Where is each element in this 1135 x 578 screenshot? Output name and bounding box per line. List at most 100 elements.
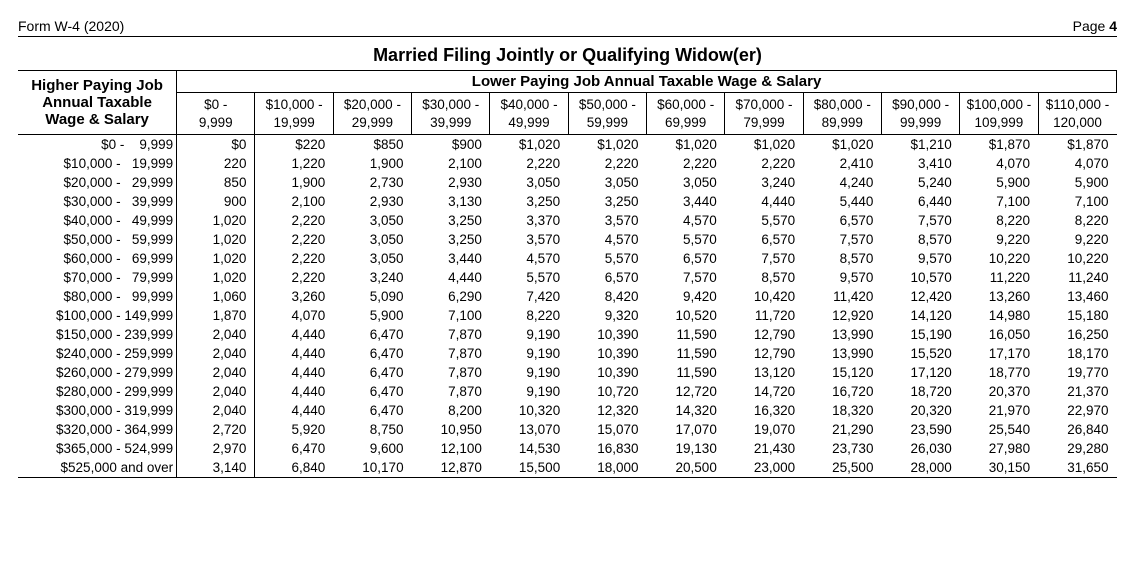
data-cell: 10,720 xyxy=(568,382,646,401)
table-row: $150,000 - 239,9992,0404,4406,4707,8709,… xyxy=(18,325,1117,344)
data-cell: 5,240 xyxy=(881,173,959,192)
data-cell: 1,020 xyxy=(177,268,255,287)
data-cell: 2,220 xyxy=(255,211,333,230)
range-top: $50,000 - xyxy=(579,97,636,112)
data-cell: $900 xyxy=(412,135,490,155)
data-cell: 10,320 xyxy=(490,401,568,420)
column-range: $110,000 -120,000 xyxy=(1038,93,1116,135)
data-cell: 10,950 xyxy=(412,420,490,439)
row-range-label: $525,000 and over xyxy=(18,458,177,478)
data-cell: 10,220 xyxy=(1038,249,1116,268)
data-cell: 14,980 xyxy=(960,306,1038,325)
data-cell: 3,440 xyxy=(412,249,490,268)
data-cell: 28,000 xyxy=(881,458,959,478)
table-row: $40,000 - 49,9991,0202,2203,0503,2503,37… xyxy=(18,211,1117,230)
data-cell: 18,170 xyxy=(1038,344,1116,363)
table-row: $320,000 - 364,9992,7205,9208,75010,9501… xyxy=(18,420,1117,439)
data-cell: 4,440 xyxy=(255,401,333,420)
table-row: $260,000 - 279,9992,0404,4406,4707,8709,… xyxy=(18,363,1117,382)
range-top: $60,000 - xyxy=(657,97,714,112)
data-cell: 2,930 xyxy=(412,173,490,192)
data-cell: 6,570 xyxy=(568,268,646,287)
range-top: $70,000 - xyxy=(735,97,792,112)
column-range: $40,000 -49,999 xyxy=(490,93,568,135)
data-cell: 13,460 xyxy=(1038,287,1116,306)
data-cell: 3,570 xyxy=(568,211,646,230)
data-cell: 7,870 xyxy=(412,382,490,401)
data-cell: $0 xyxy=(177,135,255,155)
data-cell: 4,240 xyxy=(803,173,881,192)
page-num-value: 4 xyxy=(1109,18,1117,34)
data-cell: $1,210 xyxy=(881,135,959,155)
row-range-label: $60,000 - 69,999 xyxy=(18,249,177,268)
data-cell: $850 xyxy=(333,135,411,155)
data-cell: 14,720 xyxy=(725,382,803,401)
data-cell: 7,870 xyxy=(412,325,490,344)
data-cell: 18,000 xyxy=(568,458,646,478)
column-range: $90,000 -99,999 xyxy=(881,93,959,135)
row-range-label: $70,000 - 79,999 xyxy=(18,268,177,287)
row-range-label: $10,000 - 19,999 xyxy=(18,154,177,173)
table-row: $30,000 - 39,9999002,1002,9303,1303,2503… xyxy=(18,192,1117,211)
data-cell: 23,590 xyxy=(881,420,959,439)
data-cell: 30,150 xyxy=(960,458,1038,478)
data-cell: 3,050 xyxy=(333,230,411,249)
row-range-label: $280,000 - 299,999 xyxy=(18,382,177,401)
data-cell: 10,170 xyxy=(333,458,411,478)
data-cell: $220 xyxy=(255,135,333,155)
data-cell: 1,060 xyxy=(177,287,255,306)
table-row: $240,000 - 259,9992,0404,4406,4707,8709,… xyxy=(18,344,1117,363)
column-ranges-row: $0 -9,999$10,000 -19,999$20,000 -29,999$… xyxy=(18,93,1117,135)
range-top: $20,000 - xyxy=(344,97,401,112)
range-top: $100,000 - xyxy=(967,97,1032,112)
col-group-title: Lower Paying Job Annual Taxable Wage & S… xyxy=(177,71,1117,93)
table-row: $100,000 - 149,9991,8704,0705,9007,1008,… xyxy=(18,306,1117,325)
data-cell: 6,570 xyxy=(647,249,725,268)
data-cell: 6,470 xyxy=(333,382,411,401)
data-cell: 3,050 xyxy=(490,173,568,192)
data-cell: 14,320 xyxy=(647,401,725,420)
data-cell: 5,900 xyxy=(960,173,1038,192)
data-cell: 2,040 xyxy=(177,344,255,363)
data-cell: 15,070 xyxy=(568,420,646,439)
data-cell: 8,200 xyxy=(412,401,490,420)
data-cell: 5,570 xyxy=(725,211,803,230)
column-range: $100,000 -109,999 xyxy=(960,93,1038,135)
data-cell: 31,650 xyxy=(1038,458,1116,478)
data-cell: 4,440 xyxy=(255,325,333,344)
data-cell: 220 xyxy=(177,154,255,173)
data-cell: 13,070 xyxy=(490,420,568,439)
data-cell: $1,870 xyxy=(960,135,1038,155)
data-cell: 12,320 xyxy=(568,401,646,420)
data-cell: 12,420 xyxy=(881,287,959,306)
data-cell: 7,420 xyxy=(490,287,568,306)
data-cell: 3,440 xyxy=(647,192,725,211)
table-row: $365,000 - 524,9992,9706,4709,60012,1001… xyxy=(18,439,1117,458)
range-bottom: 79,999 xyxy=(743,115,784,130)
data-cell: 19,070 xyxy=(725,420,803,439)
data-cell: 3,250 xyxy=(490,192,568,211)
data-cell: 8,570 xyxy=(881,230,959,249)
table-row: $525,000 and over3,1406,84010,17012,8701… xyxy=(18,458,1117,478)
data-cell: $1,020 xyxy=(647,135,725,155)
data-cell: 4,440 xyxy=(412,268,490,287)
data-cell: 19,770 xyxy=(1038,363,1116,382)
data-cell: 15,500 xyxy=(490,458,568,478)
data-cell: 3,240 xyxy=(333,268,411,287)
data-cell: 3,050 xyxy=(333,211,411,230)
range-bottom: 89,999 xyxy=(822,115,863,130)
data-cell: 1,020 xyxy=(177,230,255,249)
page-number: Page 4 xyxy=(1073,18,1117,34)
data-cell: 15,180 xyxy=(1038,306,1116,325)
data-cell: 2,220 xyxy=(725,154,803,173)
range-top: $90,000 - xyxy=(892,97,949,112)
data-cell: 8,220 xyxy=(1038,211,1116,230)
row-range-label: $300,000 - 319,999 xyxy=(18,401,177,420)
data-cell: 1,220 xyxy=(255,154,333,173)
data-cell: 7,570 xyxy=(725,249,803,268)
data-cell: $1,020 xyxy=(568,135,646,155)
data-cell: 5,900 xyxy=(1038,173,1116,192)
data-cell: 4,570 xyxy=(490,249,568,268)
table-header: Higher Paying Job Annual Taxable Wage & … xyxy=(18,71,1117,135)
data-cell: 6,570 xyxy=(803,211,881,230)
